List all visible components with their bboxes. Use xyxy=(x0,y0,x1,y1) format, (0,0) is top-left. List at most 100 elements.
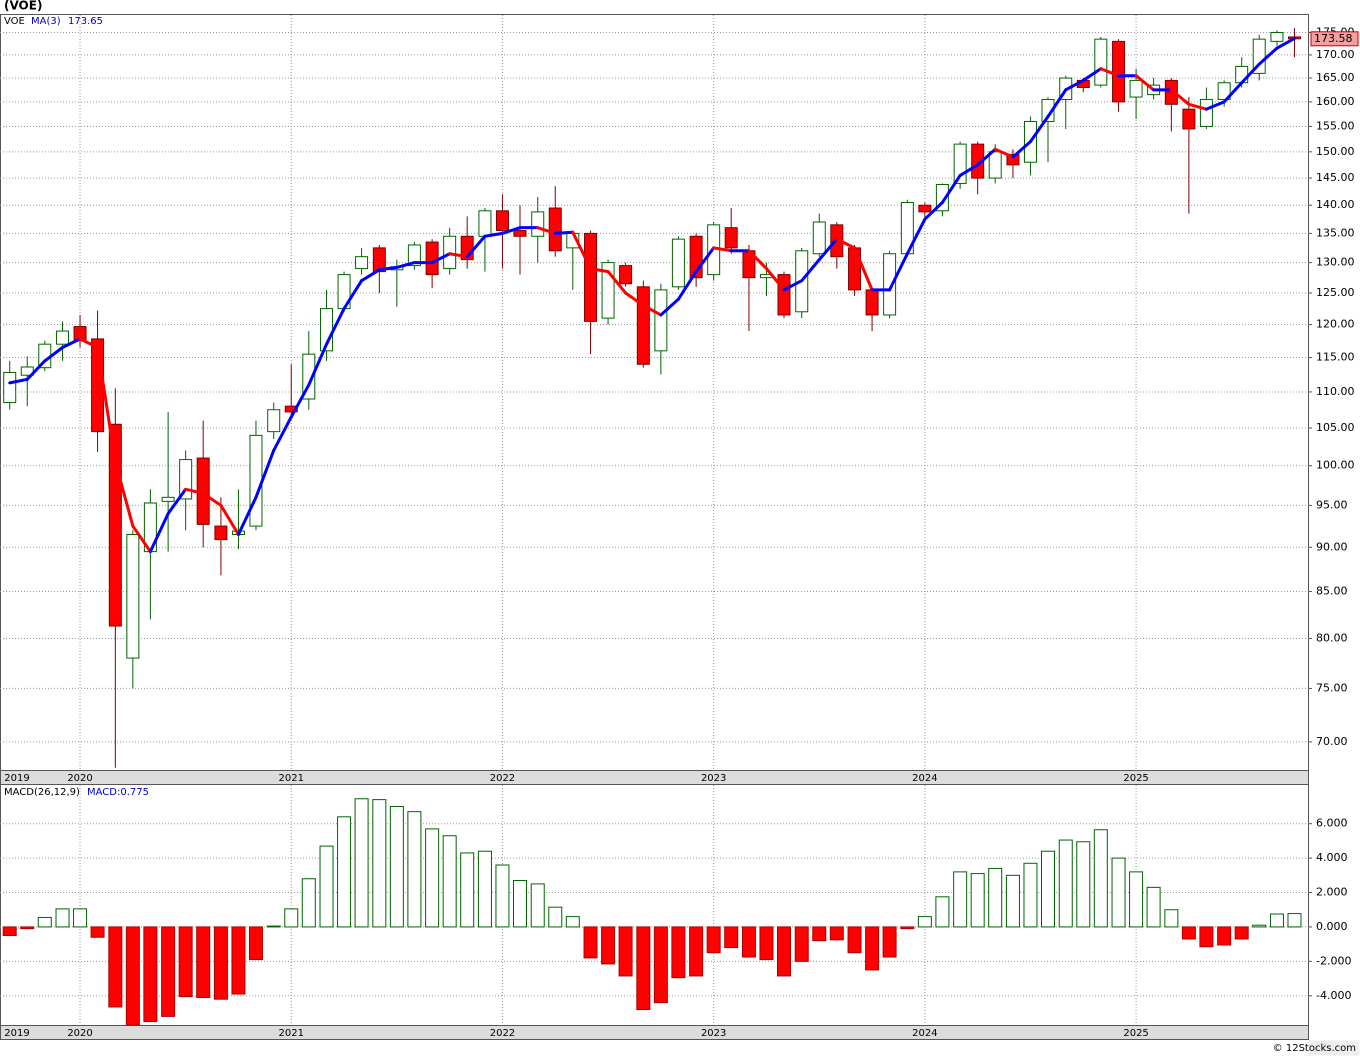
macd-bar xyxy=(407,811,422,928)
x-tick-label: 2021 xyxy=(279,1028,304,1039)
candle-body xyxy=(548,207,562,252)
macd-bar xyxy=(1076,841,1091,928)
macd-bar xyxy=(970,873,985,928)
y-tick-label: 120.00 xyxy=(1316,318,1355,331)
candle-body xyxy=(584,232,598,322)
ma-segment xyxy=(1134,74,1156,92)
ma-segment xyxy=(641,303,663,317)
macd-bar xyxy=(706,926,721,954)
ma-segment xyxy=(236,495,258,536)
ma-segment xyxy=(835,237,857,250)
ma-segment xyxy=(166,487,188,516)
macd-bar xyxy=(442,835,457,928)
ma-segment xyxy=(148,512,170,554)
macd-bar xyxy=(460,852,475,928)
ma-segment xyxy=(25,359,47,381)
ma-segment xyxy=(500,226,522,235)
y-tick-label: 170.00 xyxy=(1316,48,1355,61)
macd-bar xyxy=(161,926,176,1017)
macd-bar xyxy=(1146,886,1161,928)
macd-bar xyxy=(653,926,668,1004)
y-tick-label: 80.00 xyxy=(1316,631,1348,644)
macd-bar xyxy=(988,867,1003,928)
ma-segment xyxy=(694,246,716,274)
macd-bar xyxy=(847,926,862,954)
ma-segment xyxy=(377,265,399,272)
ma-segment xyxy=(1169,88,1191,106)
x-tick-label: 2022 xyxy=(490,773,515,784)
macd-bar xyxy=(143,926,158,1023)
candle-body xyxy=(654,289,668,352)
macd-bar xyxy=(1093,829,1108,928)
ma-segment xyxy=(764,267,786,292)
macd-bar xyxy=(1269,913,1284,928)
macd-bar xyxy=(108,926,123,1008)
macd-bar xyxy=(741,926,756,958)
macd-bar xyxy=(389,806,404,928)
macd-bar xyxy=(1181,926,1196,940)
ma-segment xyxy=(1240,62,1261,85)
y-tick-label: 140.00 xyxy=(1316,198,1355,211)
candle-body xyxy=(531,211,545,237)
y-tick-label: 150.00 xyxy=(1316,145,1355,158)
macd-bar xyxy=(1041,850,1056,928)
ma-segment xyxy=(1204,100,1226,111)
y-tick-label: 0.000 xyxy=(1316,920,1348,933)
candle-body xyxy=(865,289,879,316)
ma-segment xyxy=(184,487,205,495)
x-tick-label: 2021 xyxy=(279,773,304,784)
ma-segment xyxy=(131,524,152,554)
chart-title: (VOE) xyxy=(4,0,42,13)
y-tick-label: 155.00 xyxy=(1316,119,1355,132)
ma-segment xyxy=(923,200,944,221)
y-tick-label: 145.00 xyxy=(1316,171,1355,184)
legend-macd-value: MACD:0.775 xyxy=(87,787,149,798)
candle-body xyxy=(249,434,263,527)
ma-segment xyxy=(96,345,117,464)
ma-segment xyxy=(1222,81,1244,104)
y-tick-label: 90.00 xyxy=(1316,540,1348,553)
last-price-box xyxy=(1310,31,1359,47)
x-tick-label: 2022 xyxy=(490,1028,515,1039)
macd-bar xyxy=(178,926,193,998)
macd-bar xyxy=(37,916,52,928)
macd-bar xyxy=(2,926,17,937)
candle-body xyxy=(1164,79,1178,105)
macd-bar xyxy=(583,926,598,959)
macd-bar xyxy=(477,850,492,928)
x-tick-label: 2019 xyxy=(4,773,29,784)
ma-segment xyxy=(430,252,452,265)
macd-bar xyxy=(512,879,527,928)
ma-segment xyxy=(254,448,276,499)
y-tick-label: 100.00 xyxy=(1316,459,1355,472)
ma-segment xyxy=(272,415,293,452)
macd-bar xyxy=(935,896,950,928)
x-tick-label: 2024 xyxy=(912,1028,937,1039)
ma-segment xyxy=(219,503,240,536)
macd-bar xyxy=(601,926,616,965)
candle-body xyxy=(636,286,650,365)
ma-segment xyxy=(395,261,416,269)
macd-bar xyxy=(618,926,633,977)
candle-body xyxy=(3,371,17,404)
macd-bar xyxy=(372,799,387,928)
candle-body xyxy=(267,409,281,433)
macd-bar xyxy=(689,926,704,977)
candle-body xyxy=(1006,153,1020,166)
macd-bar xyxy=(1252,924,1267,928)
y-tick-label: 165.00 xyxy=(1316,71,1355,84)
y-tick-label: 105.00 xyxy=(1316,421,1355,434)
macd-bar xyxy=(865,926,880,971)
legend-symbol: VOE xyxy=(4,16,25,27)
candle-body xyxy=(671,238,685,288)
y-tick-label: 70.00 xyxy=(1316,735,1348,748)
ma-segment xyxy=(800,258,821,283)
candle-body xyxy=(1182,108,1196,130)
y-tick-label: 110.00 xyxy=(1316,385,1355,398)
macd-bar xyxy=(776,926,791,977)
ma-segment xyxy=(113,460,135,528)
candle-body xyxy=(619,265,633,285)
legend-ma: MA(3) xyxy=(31,16,61,27)
